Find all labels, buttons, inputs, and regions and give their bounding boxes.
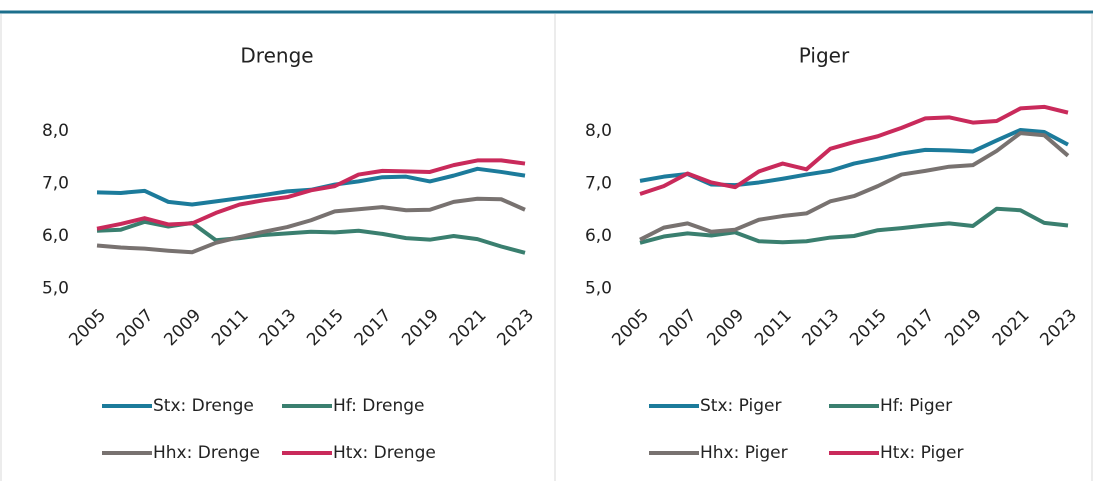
series-line [96, 219, 526, 255]
chart-title: Drenge [240, 44, 313, 68]
series-line [96, 158, 526, 231]
background [0, 12, 1093, 481]
legend-label: Stx: Drenge [153, 396, 254, 416]
series-line [96, 196, 526, 255]
series-line [639, 127, 1069, 188]
legend-label: Hf: Drenge [333, 396, 424, 416]
legend-label: Htx: Drenge [333, 443, 436, 463]
series-line [639, 104, 1069, 196]
y-tick-label: 8,0 [585, 121, 612, 141]
legend-label: Stx: Piger [700, 396, 782, 416]
series-line [639, 206, 1069, 245]
chart-title: Piger [799, 44, 850, 68]
legend-label: Hhx: Drenge [153, 443, 260, 463]
y-tick-label: 7,0 [585, 174, 612, 194]
legend-label: Hhx: Piger [700, 443, 788, 463]
y-tick-label: 5,0 [42, 279, 69, 299]
series-line [639, 131, 1070, 242]
legend-label: Hf: Piger [880, 396, 952, 416]
y-tick-label: 6,0 [42, 226, 69, 246]
y-tick-label: 7,0 [42, 174, 69, 194]
y-tick-label: 5,0 [585, 279, 612, 299]
legend-label: Htx: Piger [880, 443, 963, 463]
y-tick-label: 8,0 [42, 121, 69, 141]
y-tick-label: 6,0 [585, 226, 612, 246]
